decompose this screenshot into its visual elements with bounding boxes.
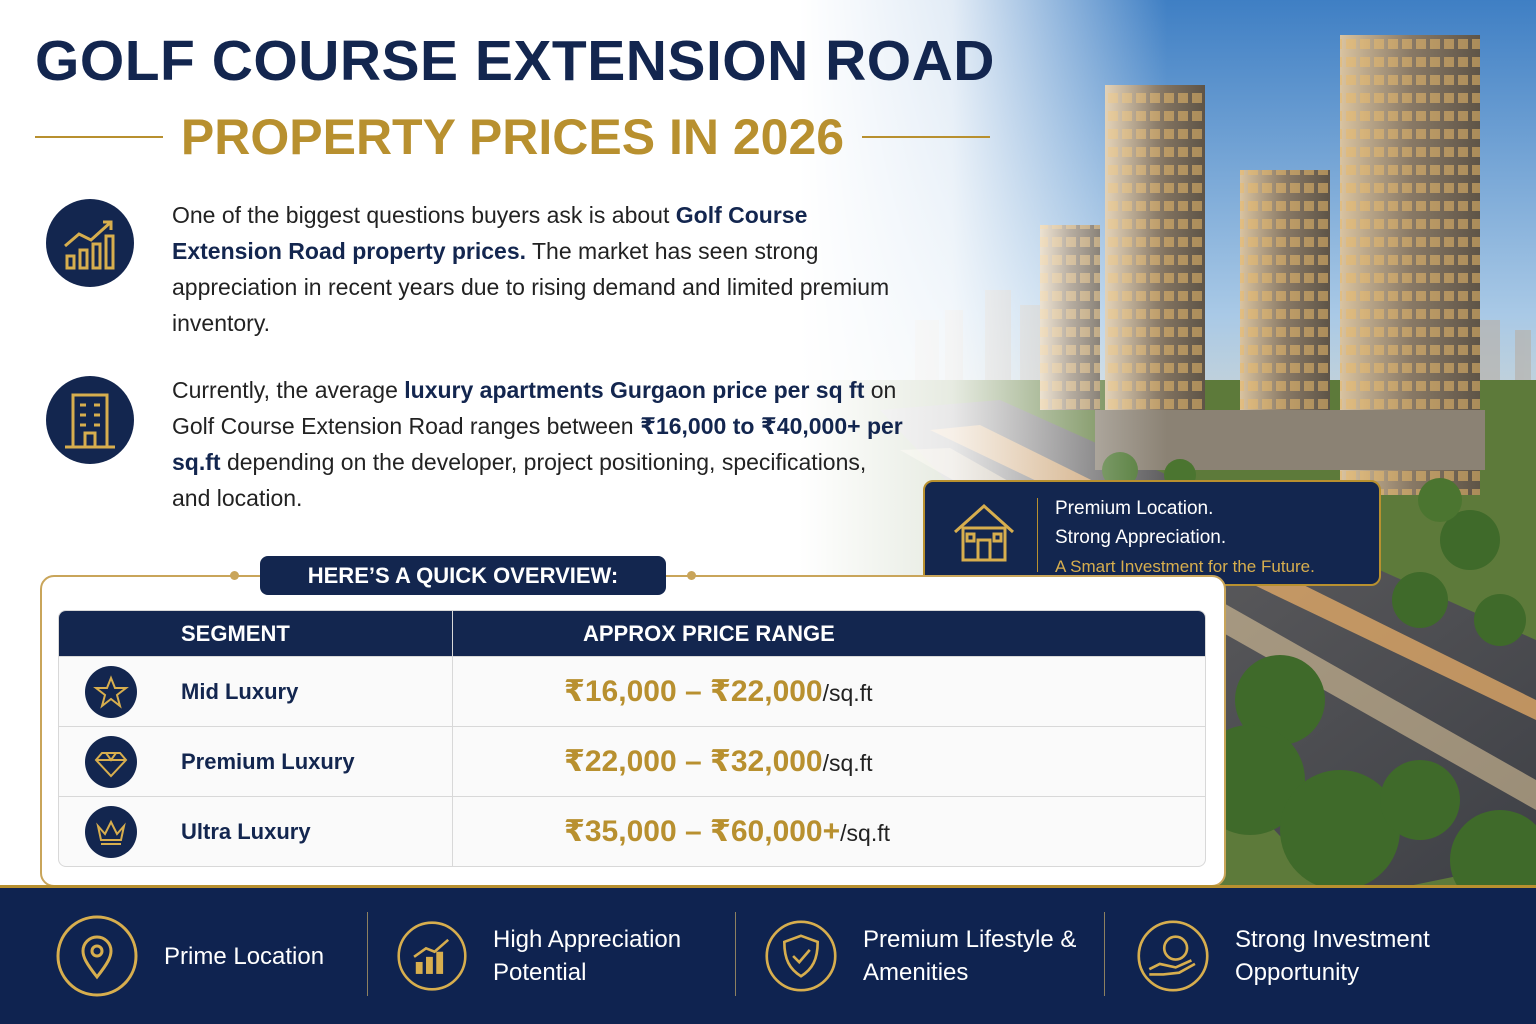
text: The market has seen strong appreciation … bbox=[172, 238, 890, 336]
price: ₹35,000 – ₹60,000+/sq.ft bbox=[564, 797, 890, 866]
subtitle-row: PROPERTY PRICES IN 2026 bbox=[35, 108, 990, 166]
price: ₹22,000 – ₹32,000/sq.ft bbox=[564, 727, 872, 798]
table-row: Mid Luxury ₹16,000 – ₹22,000/sq.ft bbox=[59, 656, 1205, 726]
divider bbox=[1104, 912, 1105, 996]
crown-icon bbox=[85, 806, 137, 858]
subtitle: PROPERTY PRICES IN 2026 bbox=[180, 109, 845, 165]
feature: Strong Investment Opportunity bbox=[1137, 888, 1465, 1024]
star-icon bbox=[85, 666, 137, 718]
callout-line: A Smart Investment for the Future. bbox=[1055, 557, 1315, 576]
header-cell: APPROX PRICE RANGE bbox=[583, 621, 835, 646]
segment: Ultra Luxury bbox=[181, 819, 311, 844]
feature-band: Prime Location High Appreciation Potenti… bbox=[0, 885, 1536, 1024]
house-icon bbox=[953, 503, 1015, 562]
rupee-icon bbox=[1137, 920, 1209, 992]
ornament bbox=[687, 571, 696, 580]
text: One of the biggest questions buyers ask … bbox=[172, 202, 676, 228]
feature-label: Premium Lifestyle & Amenities bbox=[863, 926, 1077, 986]
text: on Golf Course Extension Road ranges bet… bbox=[172, 377, 897, 439]
unit: /sq.ft bbox=[822, 680, 873, 706]
feature: Prime Location bbox=[56, 888, 354, 1024]
feature: Premium Lifestyle & Amenities bbox=[765, 888, 1083, 1024]
diamond-icon bbox=[85, 736, 137, 788]
price-paragraph: Currently, the average luxury apartments… bbox=[172, 372, 907, 516]
segment: Premium Luxury bbox=[181, 749, 355, 774]
feature-label: High Appreciation Potential bbox=[493, 926, 682, 986]
title: GOLF COURSE EXTENSION ROAD bbox=[35, 29, 995, 93]
location-icon bbox=[56, 915, 138, 997]
unit: /sq.ft bbox=[840, 820, 890, 846]
feature: High Appreciation Potential bbox=[397, 888, 713, 1024]
highlight: ₹16,000 to ₹40,000+ per sq.ft bbox=[172, 413, 903, 475]
ornament bbox=[230, 571, 239, 580]
price-range: ₹16,000 – ₹22,000 bbox=[564, 675, 823, 708]
shield-icon bbox=[765, 920, 837, 992]
feature-label: Strong Investment Opportunity bbox=[1235, 926, 1430, 986]
separator bbox=[1037, 498, 1038, 572]
growth-icon bbox=[397, 921, 467, 991]
price-range: ₹35,000 – ₹60,000+ bbox=[564, 815, 841, 848]
price-table: SEGMENT APPROX PRICE RANGE Mid Luxury ₹1… bbox=[58, 610, 1206, 867]
feature-label: Prime Location bbox=[164, 942, 325, 970]
rule bbox=[35, 136, 163, 138]
column-divider bbox=[452, 611, 453, 866]
text: Currently, the average bbox=[172, 377, 405, 403]
price-range: ₹22,000 – ₹32,000 bbox=[564, 745, 823, 778]
unit: /sq.ft bbox=[822, 750, 873, 776]
highlight: luxury apartments Gurgaon price per sq f… bbox=[404, 377, 865, 403]
header-cell: SEGMENT bbox=[181, 621, 290, 646]
overview-label: HERE’S A QUICK OVERVIEW: bbox=[260, 556, 666, 595]
table-row: Ultra Luxury ₹35,000 – ₹60,000+/sq.ft bbox=[59, 796, 1205, 866]
price: ₹16,000 – ₹22,000/sq.ft bbox=[564, 657, 872, 728]
divider bbox=[735, 912, 736, 996]
chart-icon bbox=[46, 199, 134, 287]
highlight: Golf Course Extension Road property pric… bbox=[172, 202, 808, 264]
callout: Premium Location. Strong Appreciation. A… bbox=[923, 480, 1381, 586]
callout-line: Premium Location. bbox=[1055, 498, 1214, 519]
table-row: Premium Luxury ₹22,000 – ₹32,000/sq.ft bbox=[59, 726, 1205, 796]
rule bbox=[862, 136, 990, 138]
intro-paragraph: One of the biggest questions buyers ask … bbox=[172, 197, 907, 341]
callout-line: Strong Appreciation. bbox=[1055, 527, 1227, 548]
divider bbox=[367, 912, 368, 996]
table-header: SEGMENT APPROX PRICE RANGE bbox=[59, 611, 1205, 656]
segment: Mid Luxury bbox=[181, 679, 299, 704]
building-icon bbox=[46, 376, 134, 464]
text: depending on the developer, project posi… bbox=[172, 449, 867, 511]
callout-text: Premium Location. Strong Appreciation. A… bbox=[1055, 494, 1315, 581]
